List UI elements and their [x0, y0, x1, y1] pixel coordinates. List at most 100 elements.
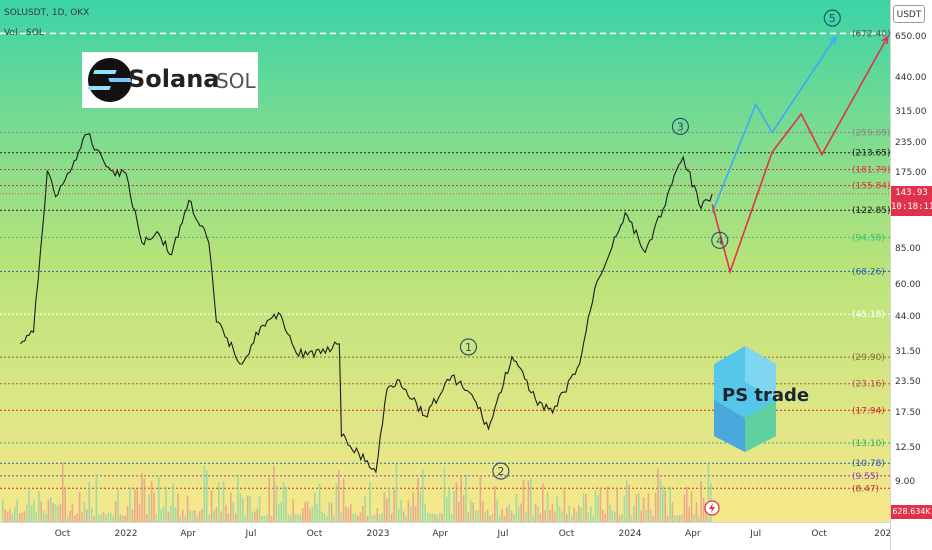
volume-bar: [640, 510, 642, 522]
volume-bar: [434, 513, 436, 522]
volume-bar: [568, 505, 570, 522]
volume-bar: [275, 484, 278, 522]
volume-bar: [230, 492, 232, 522]
level-label: (94.58): [852, 233, 885, 243]
level-label: (181.79): [852, 165, 890, 175]
volume-bar: [57, 505, 59, 522]
volume-bar: [326, 515, 328, 522]
volume-bar: [508, 504, 510, 522]
volume-bar: [38, 491, 40, 522]
time-tick-label: Jul: [245, 529, 257, 539]
volume-bar: [261, 515, 263, 522]
volume-bar: [371, 515, 374, 522]
volume-bar: [662, 485, 664, 522]
volume-bar: [453, 490, 455, 522]
volume-bar: [16, 499, 18, 522]
volume-bar: [623, 495, 626, 522]
ps-trade-logo-icon: [714, 346, 776, 452]
wave-label-circle: [459, 338, 477, 356]
volume-bar: [146, 514, 148, 522]
volume-bar: [333, 515, 335, 522]
volume-bar: [64, 487, 66, 522]
volume-bar: [292, 499, 294, 522]
volume-bar: [234, 512, 237, 522]
volume-bar: [155, 514, 158, 522]
volume-bar: [352, 513, 354, 522]
volume-bar: [172, 483, 174, 522]
volume-bar: [702, 497, 705, 522]
currency-button[interactable]: USDT: [893, 5, 925, 23]
volume-bar: [527, 480, 530, 522]
volume-bar: [496, 499, 498, 522]
wave-label: 5: [829, 12, 836, 25]
volume-bar: [621, 513, 623, 522]
volume-bar: [546, 491, 549, 522]
wave-label-circle: [823, 9, 841, 27]
logo-name: Solana: [128, 65, 220, 93]
volume-bar: [450, 514, 453, 522]
volume-bar: [263, 515, 266, 522]
volume-bar: [62, 462, 64, 522]
volume-bar: [215, 507, 218, 522]
time-tick-label: Oct: [306, 529, 323, 539]
volume-bar: [534, 504, 537, 522]
price-axis[interactable]: 650.00440.00315.00235.00175.00125.0085.0…: [890, 0, 932, 550]
time-tick-label: 2022: [114, 529, 138, 539]
volume-bar: [59, 503, 62, 522]
volume-bar: [213, 510, 215, 522]
volume-bar: [378, 514, 381, 522]
volume-bar: [160, 509, 162, 522]
price-series: [0, 133, 890, 474]
price-tick-label: 235.00: [895, 137, 927, 148]
volume-bar: [266, 514, 268, 522]
volume-bar: [606, 486, 609, 522]
time-axis[interactable]: Oct 2022 Apr Jul Oct 2023 Apr Jul Oct 2024 Apr Jul O…: [0, 522, 891, 550]
wave-label-circle: [711, 231, 729, 249]
volume-bar: [424, 503, 426, 522]
alert-icon[interactable]: [704, 500, 720, 516]
volume-bar: [50, 497, 52, 522]
volume-bar: [302, 508, 304, 522]
volume-bar: [189, 510, 191, 522]
volume-bar: [129, 487, 131, 522]
volume-bar: [417, 478, 419, 522]
volume-bar: [558, 506, 561, 522]
volume-bar: [177, 493, 179, 522]
volume-bar: [520, 503, 522, 522]
volume-bar: [455, 482, 458, 522]
volume-bar: [316, 503, 318, 522]
volume-bar: [340, 511, 342, 522]
volume-bar: [81, 512, 83, 522]
volume-bar: [179, 515, 182, 522]
volume-bar: [191, 510, 194, 522]
wave-label: 3: [677, 120, 684, 133]
volume-bar: [664, 490, 666, 522]
wave-label: 1: [465, 341, 472, 354]
volume-bar: [597, 495, 599, 522]
volume-bar: [688, 507, 690, 522]
volume-bar: [414, 506, 417, 522]
volume-bar: [107, 512, 110, 522]
volume-bar: [165, 486, 167, 522]
volume-bar: [647, 493, 650, 522]
volume-bar: [256, 508, 258, 522]
volume-bar: [501, 509, 503, 522]
volume-bar: [388, 487, 390, 522]
volume-bar: [395, 464, 398, 522]
volume-bar: [491, 513, 494, 522]
volume-bar: [268, 477, 270, 522]
time-tick-label: Oct: [54, 529, 71, 539]
volume-bar: [674, 515, 676, 522]
volume-bar: [93, 515, 95, 522]
volume-bar: [287, 514, 290, 522]
volume-bar: [561, 510, 563, 522]
volume-bar: [105, 514, 107, 522]
volume-bar: [693, 514, 695, 522]
volume-bar: [474, 510, 477, 522]
volume-bar: [556, 496, 558, 522]
volume-bar: [21, 512, 23, 522]
volume-bar: [400, 499, 402, 522]
price-tick-label: 17.50: [895, 407, 921, 418]
volume-bar: [630, 514, 633, 522]
